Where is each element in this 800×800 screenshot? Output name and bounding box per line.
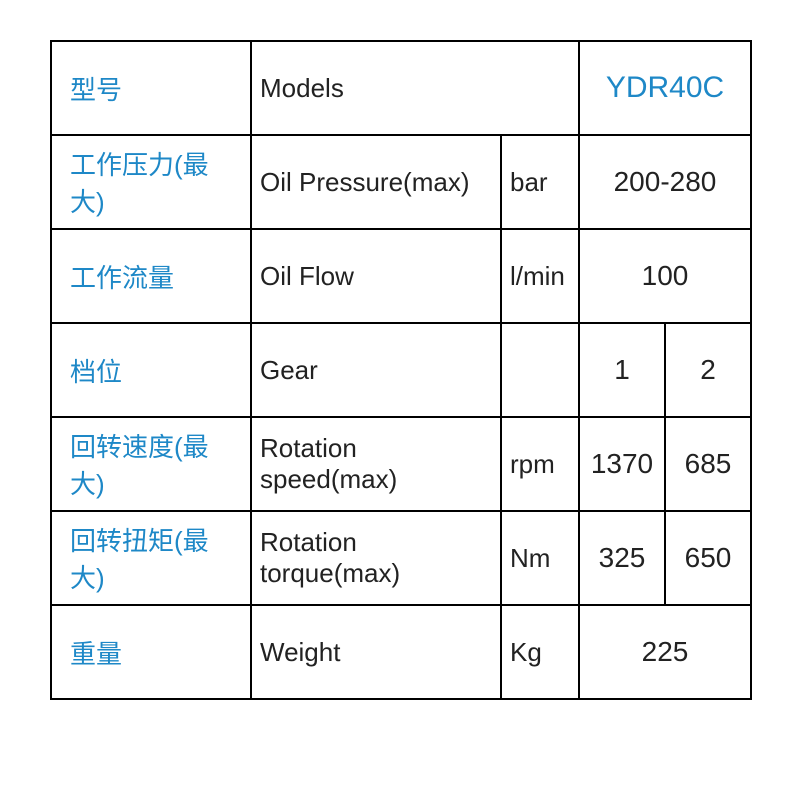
label-en: Gear	[251, 323, 501, 417]
table-row: 工作流量 Oil Flow l/min 100	[51, 229, 751, 323]
table-row: 型号 Models YDR40C	[51, 41, 751, 135]
spec-table: 型号 Models YDR40C 工作压力(最大) Oil Pressure(m…	[50, 40, 752, 700]
unit-cell: l/min	[501, 229, 579, 323]
unit-cell: Nm	[501, 511, 579, 605]
model-value: YDR40C	[579, 41, 751, 135]
value-cell-1: 1	[579, 323, 665, 417]
label-en: Oil Flow	[251, 229, 501, 323]
label-en: Oil Pressure(max)	[251, 135, 501, 229]
label-cn: 型号	[51, 41, 251, 135]
table-row: 档位 Gear 1 2	[51, 323, 751, 417]
label-cn: 重量	[51, 605, 251, 699]
unit-cell: bar	[501, 135, 579, 229]
value-cell: 200-280	[579, 135, 751, 229]
label-cn: 回转速度(最大)	[51, 417, 251, 511]
table-row: 回转速度(最大) Rotation speed(max) rpm 1370 68…	[51, 417, 751, 511]
unit-cell	[501, 323, 579, 417]
table-row: 回转扭矩(最大) Rotation torque(max) Nm 325 650	[51, 511, 751, 605]
label-en: Models	[251, 41, 579, 135]
label-cn: 档位	[51, 323, 251, 417]
value-cell-1: 1370	[579, 417, 665, 511]
unit-cell: Kg	[501, 605, 579, 699]
value-cell-2: 2	[665, 323, 751, 417]
value-cell: 100	[579, 229, 751, 323]
label-cn: 工作流量	[51, 229, 251, 323]
value-cell-1: 325	[579, 511, 665, 605]
label-cn: 工作压力(最大)	[51, 135, 251, 229]
table-row: 工作压力(最大) Oil Pressure(max) bar 200-280	[51, 135, 751, 229]
table-row: 重量 Weight Kg 225	[51, 605, 751, 699]
unit-cell: rpm	[501, 417, 579, 511]
label-en: Rotation torque(max)	[251, 511, 501, 605]
value-cell-2: 650	[665, 511, 751, 605]
value-cell: 225	[579, 605, 751, 699]
label-en: Rotation speed(max)	[251, 417, 501, 511]
label-cn: 回转扭矩(最大)	[51, 511, 251, 605]
value-cell-2: 685	[665, 417, 751, 511]
label-en: Weight	[251, 605, 501, 699]
